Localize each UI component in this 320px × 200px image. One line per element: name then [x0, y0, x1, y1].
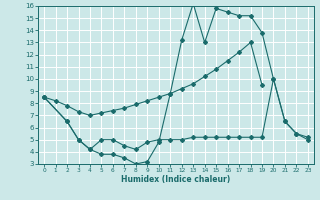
- X-axis label: Humidex (Indice chaleur): Humidex (Indice chaleur): [121, 175, 231, 184]
